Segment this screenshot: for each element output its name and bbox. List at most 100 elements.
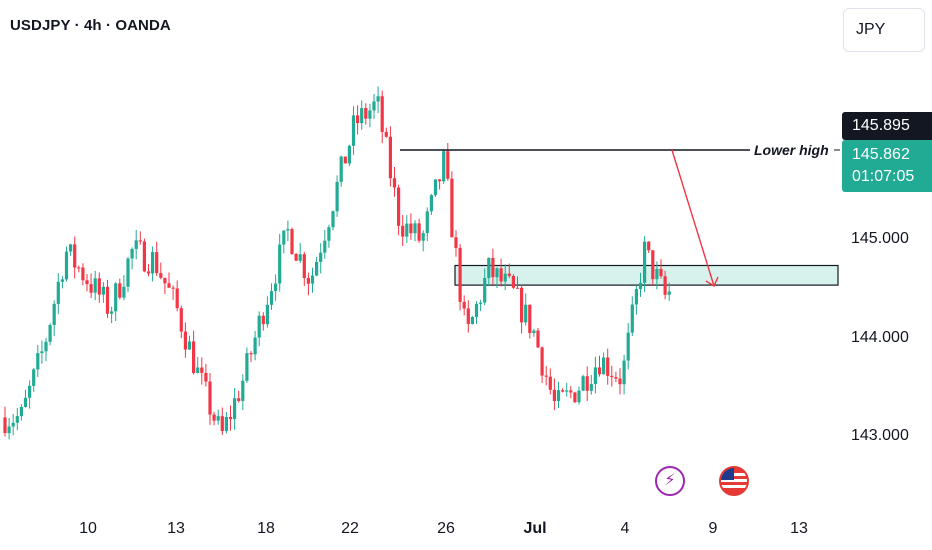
candle[interactable] [28, 385, 32, 398]
candle[interactable] [220, 416, 224, 432]
candle[interactable] [105, 286, 110, 314]
candle[interactable] [405, 223, 409, 237]
candle[interactable] [536, 330, 540, 348]
candle[interactable] [659, 268, 663, 277]
candle[interactable] [454, 237, 458, 248]
candle[interactable] [130, 248, 134, 259]
candle[interactable] [216, 416, 220, 421]
candle[interactable] [409, 223, 413, 234]
candle[interactable] [479, 302, 483, 304]
candle[interactable] [392, 178, 397, 188]
candle[interactable] [561, 390, 565, 392]
candle[interactable] [155, 252, 159, 274]
candle[interactable] [356, 115, 360, 124]
candle[interactable] [606, 357, 610, 376]
candle[interactable] [438, 179, 442, 182]
candle[interactable] [458, 247, 462, 302]
candle[interactable] [319, 252, 323, 262]
candle[interactable] [138, 240, 142, 242]
candle[interactable] [589, 384, 593, 391]
candle[interactable] [77, 267, 81, 269]
candle[interactable] [56, 281, 60, 304]
candle[interactable] [602, 357, 606, 375]
candle[interactable] [643, 241, 647, 283]
candle[interactable] [15, 416, 19, 423]
candle[interactable] [585, 376, 589, 391]
candle[interactable] [376, 96, 380, 102]
candle[interactable] [224, 416, 228, 432]
candle[interactable] [89, 284, 93, 293]
candle[interactable] [23, 397, 28, 408]
candle[interactable] [491, 257, 495, 278]
candle[interactable] [425, 211, 429, 234]
candle[interactable] [380, 96, 384, 132]
candle[interactable] [171, 287, 175, 289]
candle[interactable] [253, 337, 257, 355]
candle[interactable] [3, 417, 7, 434]
candle[interactable] [548, 376, 552, 390]
candle[interactable] [450, 178, 454, 238]
candle[interactable] [597, 367, 602, 375]
candle[interactable] [331, 211, 335, 228]
flash-icon[interactable]: ⚡ [655, 466, 685, 496]
candle[interactable] [192, 341, 196, 374]
candle[interactable] [265, 304, 269, 325]
candle[interactable] [462, 301, 466, 309]
candle[interactable] [384, 131, 388, 137]
candle[interactable] [228, 416, 233, 420]
candle[interactable] [634, 289, 638, 305]
candle[interactable] [610, 375, 614, 378]
candle[interactable] [310, 275, 315, 284]
candle[interactable] [69, 244, 73, 252]
candle[interactable] [528, 304, 532, 334]
candle[interactable] [126, 258, 130, 287]
candle[interactable] [114, 283, 118, 312]
candle[interactable] [200, 367, 204, 373]
candle[interactable] [60, 279, 64, 282]
candle[interactable] [569, 390, 573, 393]
candle[interactable] [48, 324, 52, 342]
candle[interactable] [515, 287, 520, 289]
candle[interactable] [511, 275, 515, 288]
candle[interactable] [614, 377, 618, 379]
candle[interactable] [233, 398, 237, 420]
candle[interactable] [429, 195, 433, 212]
candle[interactable] [146, 271, 151, 274]
candle[interactable] [110, 311, 114, 314]
candle[interactable] [388, 136, 392, 179]
candle[interactable] [544, 375, 548, 377]
candle[interactable] [179, 308, 183, 332]
candle[interactable] [208, 381, 212, 415]
candle[interactable] [286, 229, 290, 231]
candle[interactable] [466, 308, 470, 324]
candle[interactable] [159, 273, 163, 278]
candle[interactable] [565, 390, 569, 392]
candle[interactable] [294, 253, 298, 261]
candle[interactable] [556, 390, 561, 402]
candle[interactable] [44, 341, 48, 352]
candle[interactable] [302, 254, 306, 279]
projection-arrow[interactable] [671, 149, 715, 287]
candle[interactable] [122, 286, 126, 298]
candle[interactable] [142, 241, 146, 272]
candle[interactable] [487, 257, 491, 279]
candle[interactable] [245, 353, 249, 381]
candle[interactable] [540, 347, 544, 376]
candle[interactable] [167, 283, 171, 288]
candle[interactable] [593, 367, 597, 385]
candle[interactable] [520, 287, 524, 323]
candle[interactable] [626, 332, 630, 361]
candle[interactable] [532, 330, 536, 334]
candle[interactable] [343, 156, 347, 164]
candle[interactable] [663, 276, 667, 295]
candle[interactable] [651, 250, 655, 280]
candle[interactable] [647, 241, 651, 251]
candle[interactable] [573, 392, 577, 403]
candle[interactable] [163, 277, 167, 284]
candle[interactable] [421, 233, 425, 241]
candle[interactable] [507, 273, 511, 276]
candle[interactable] [134, 240, 138, 249]
candle[interactable] [101, 286, 105, 295]
candle[interactable] [495, 268, 499, 278]
